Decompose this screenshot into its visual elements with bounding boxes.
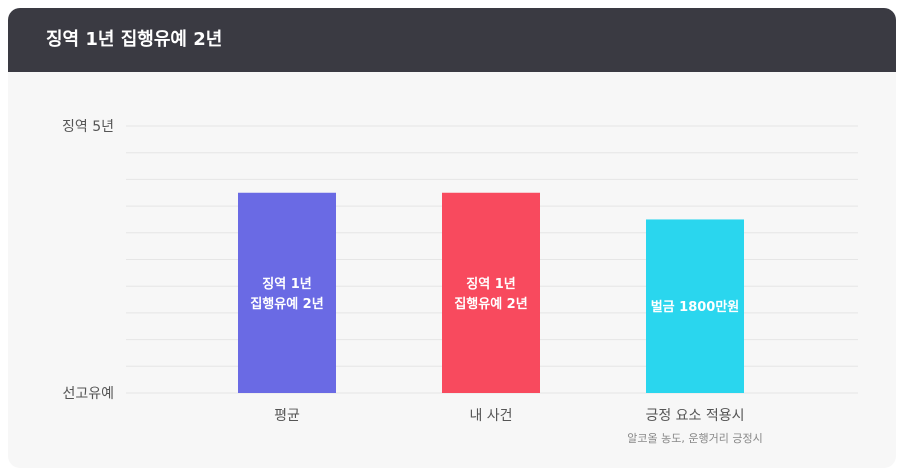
category-label: 긍정 요소 적용시 — [645, 408, 744, 424]
bar-0 — [238, 192, 336, 393]
bar-2 — [646, 219, 744, 393]
category-label: 평균 — [274, 408, 300, 424]
bar-label: 집행유예 2년 — [454, 296, 527, 312]
bar-label: 징역 1년 — [262, 276, 311, 292]
bar-label: 벌금 1800만원 — [651, 299, 740, 315]
bar-label: 징역 1년 — [466, 276, 515, 292]
category-sublabel: 알코올 농도, 운행거리 긍정시 — [627, 431, 762, 445]
card-header: 징역 1년 집행유예 2년 — [8, 8, 896, 72]
bar-1 — [442, 192, 540, 393]
y-axis-bottom-label: 선고유예 — [62, 386, 114, 402]
chart-card: 징역 1년 집행유예 2년 징역 5년 선고유예 징역 1년 집행유예 2년 평균 징역 … — [8, 8, 896, 468]
category-label: 내 사건 — [469, 408, 512, 424]
card-title: 징역 1년 집행유예 2년 — [46, 29, 223, 50]
y-axis-top-label: 징역 5년 — [62, 119, 114, 135]
bar-label: 집행유예 2년 — [250, 296, 323, 312]
